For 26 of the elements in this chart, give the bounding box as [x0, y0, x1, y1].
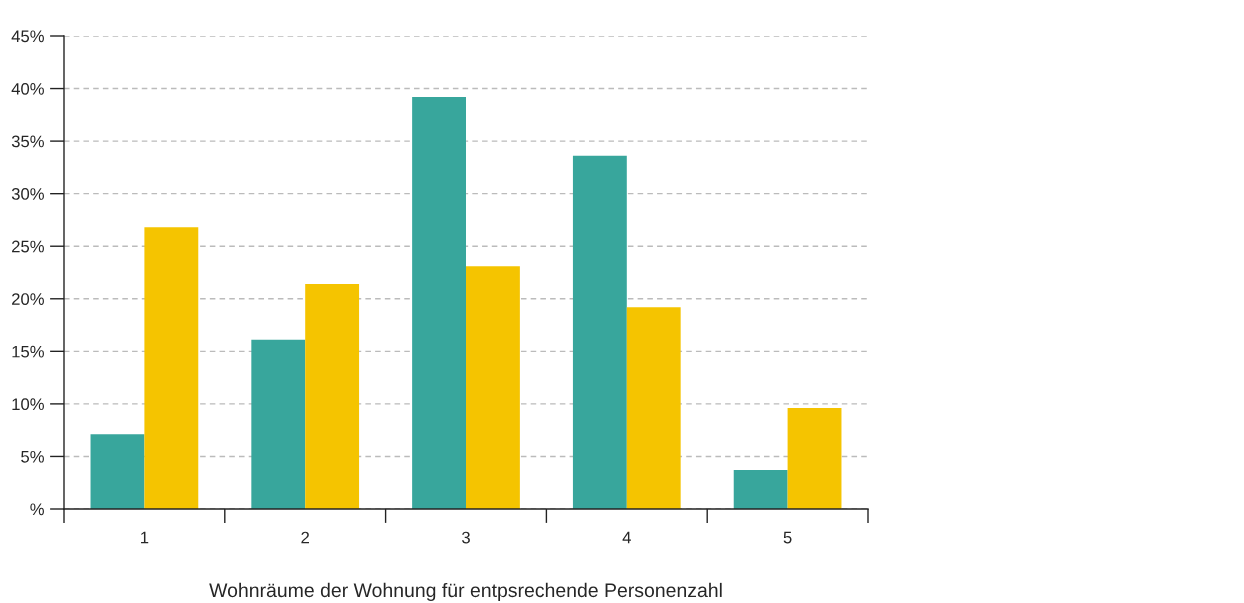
x-tick-label: 4 — [622, 531, 631, 544]
bar — [144, 227, 199, 509]
y-tick-label: 30% — [11, 188, 44, 200]
y-tick-label: % — [30, 503, 44, 516]
bar — [412, 96, 466, 509]
x-tick-label: 1 — [141, 531, 149, 544]
x-tick-label: 5 — [783, 531, 792, 544]
bar — [572, 155, 627, 509]
y-tick-label: 10% — [12, 398, 44, 411]
y-tick-label: 35% — [11, 135, 44, 148]
y-tick-label: 15% — [12, 345, 44, 358]
x-tick-label: 3 — [462, 531, 470, 544]
y-tick-label: 5% — [21, 450, 44, 463]
x-tick-label: 2 — [301, 531, 309, 544]
y-tick-label: 40% — [11, 82, 44, 95]
y-tick-label: 45% — [11, 30, 44, 43]
x-axis-title: Wohnräume der Wohnung für entpsrechende Personenzahl — [209, 582, 722, 601]
y-tick-label: 20% — [12, 293, 44, 305]
bar — [626, 307, 681, 509]
bar — [251, 339, 306, 509]
bar — [466, 266, 520, 509]
bar — [305, 284, 360, 509]
bar — [733, 470, 788, 509]
bar — [787, 408, 842, 509]
y-tick-label: 25% — [12, 240, 44, 253]
bar — [90, 434, 145, 509]
